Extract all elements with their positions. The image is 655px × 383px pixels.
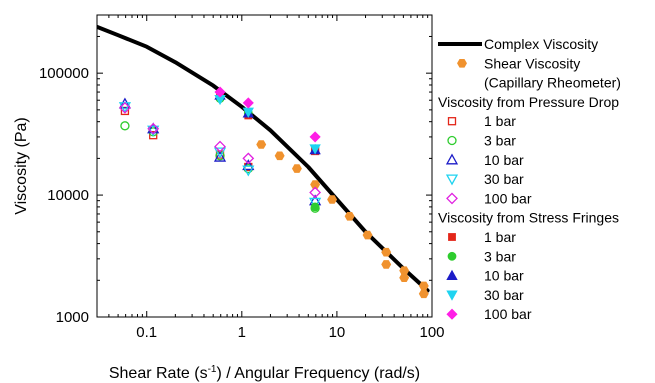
data-point xyxy=(399,266,410,275)
legend-label: 1 bar xyxy=(484,113,516,129)
data-point xyxy=(309,186,322,199)
data-point xyxy=(310,180,321,189)
y-axis-label: Viscosity (Pa) xyxy=(13,117,30,215)
data-point xyxy=(242,159,255,171)
data-point xyxy=(399,273,410,283)
legend-label: 10 bar xyxy=(484,152,524,168)
x-tick-label: 0.1 xyxy=(136,324,157,341)
legend-label: 1 bar xyxy=(484,229,516,245)
data-point xyxy=(344,211,355,221)
legend-marker xyxy=(447,251,457,261)
series-9-points xyxy=(216,92,320,155)
series-6-points xyxy=(118,102,322,209)
legend-label: 10 bar xyxy=(484,268,524,284)
legend-group-header: Viscosity from Stress Fringes xyxy=(438,210,619,226)
data-point xyxy=(242,165,255,177)
y-tick-label: 100000 xyxy=(39,65,89,82)
data-point xyxy=(310,202,320,212)
data-point xyxy=(147,122,160,134)
data-point xyxy=(147,122,160,135)
data-point xyxy=(309,144,321,155)
plot-frame xyxy=(96,14,433,318)
series-12-points xyxy=(214,94,321,155)
legend-marker xyxy=(448,233,456,241)
data-point xyxy=(309,197,322,209)
plot-area xyxy=(97,24,430,299)
data-point xyxy=(418,281,429,291)
legend-label-line2: (Capillary Rheometer) xyxy=(484,75,621,91)
x-axis-label: Shear Rate (s-1) / Angular Frequency (ra… xyxy=(109,364,420,382)
x-tick-label: 100 xyxy=(419,324,444,341)
data-point xyxy=(309,131,321,143)
y-tick-label: 10000 xyxy=(47,187,89,204)
legend-marker xyxy=(445,153,459,165)
data-point xyxy=(291,164,302,173)
legend-marker xyxy=(447,117,457,126)
y-tick-label: 1000 xyxy=(56,309,89,326)
data-point xyxy=(418,289,429,299)
legend-marker xyxy=(447,135,457,146)
legend-label: Complex Viscosity xyxy=(484,36,598,52)
legend-label: Shear Viscosity xyxy=(484,55,580,71)
data-point xyxy=(214,86,226,98)
data-point xyxy=(120,121,130,131)
x-tick-label: 10 xyxy=(329,324,346,341)
data-point xyxy=(362,230,373,240)
series-13-points xyxy=(214,86,321,143)
series-7-points xyxy=(119,101,322,199)
data-point xyxy=(242,97,254,109)
x-tick-label: 1 xyxy=(238,324,246,341)
data-point xyxy=(381,260,392,269)
legend-label: 3 bar xyxy=(484,248,516,264)
data-point xyxy=(213,147,227,159)
complex-viscosity-line xyxy=(97,24,430,293)
data-point xyxy=(381,247,392,257)
data-point xyxy=(256,140,267,149)
legend-marker xyxy=(445,174,459,186)
legend-label: 100 bar xyxy=(484,190,532,206)
legend-marker xyxy=(446,269,458,281)
legend-label: 30 bar xyxy=(484,287,524,303)
series-10-points xyxy=(215,94,320,212)
data-point xyxy=(149,131,158,140)
series-4-points xyxy=(120,121,320,213)
data-point xyxy=(214,140,226,153)
legend-group-header: Viscosity from Pressure Drop xyxy=(438,94,619,110)
series-1-points xyxy=(256,140,429,299)
legend-marker xyxy=(446,290,458,301)
data-point xyxy=(274,151,285,161)
legend-label: 3 bar xyxy=(484,133,516,149)
data-point xyxy=(213,150,227,162)
legend-marker xyxy=(457,59,467,68)
legend-marker xyxy=(446,192,458,205)
axes: 0.1 1 10 100 1000 10000 100000 Shear Rate (s-1)… xyxy=(13,14,445,382)
data-point xyxy=(119,101,131,114)
legend: Complex Viscosity Shear Viscosity (Capilla… xyxy=(438,36,621,322)
data-point xyxy=(242,152,255,165)
legend-label: 100 bar xyxy=(484,306,532,322)
legend-marker xyxy=(446,308,458,320)
legend-label: 30 bar xyxy=(484,171,524,187)
data-point xyxy=(327,195,338,204)
